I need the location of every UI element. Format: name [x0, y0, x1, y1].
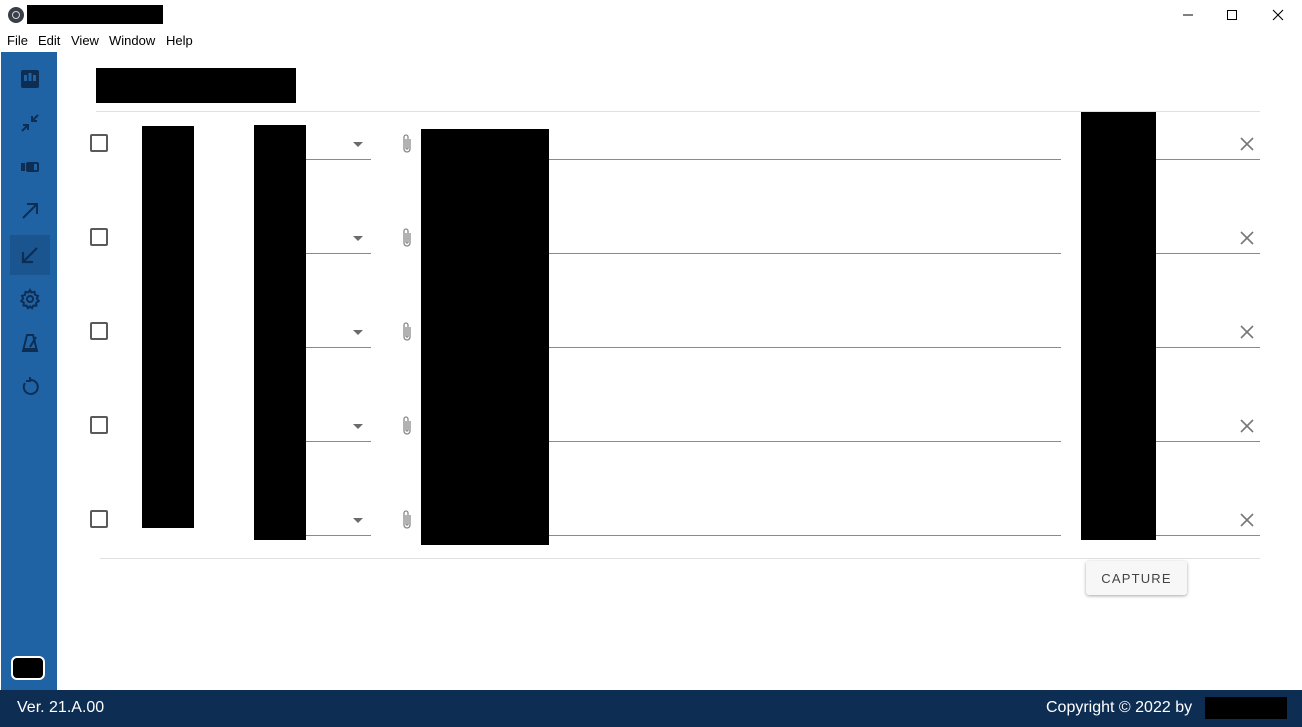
row-right-underline[interactable] — [1156, 253, 1260, 254]
remove-row-icon[interactable] — [1238, 417, 1256, 435]
title-bar — [0, 0, 1302, 30]
maximize-icon — [1227, 10, 1237, 20]
collapse-icon — [21, 114, 39, 132]
row-right-underline[interactable] — [1156, 441, 1260, 442]
maximize-button[interactable] — [1209, 0, 1255, 30]
sidebar-item-metronome[interactable] — [10, 323, 50, 363]
paperclip-icon[interactable] — [398, 415, 416, 437]
dropdown-caret-icon[interactable] — [353, 330, 363, 335]
row-checkbox[interactable] — [90, 510, 108, 528]
row-right-underline[interactable] — [1156, 535, 1260, 536]
row-text-underline[interactable] — [549, 159, 1061, 160]
menu-edit[interactable]: Edit — [38, 33, 61, 48]
menu-bar — [0, 30, 1302, 52]
arrow-down-left-icon — [21, 247, 38, 264]
row-select-underline[interactable] — [306, 441, 371, 442]
paperclip-icon[interactable] — [398, 133, 416, 155]
top-divider — [96, 111, 1260, 112]
row-checkbox[interactable] — [90, 228, 108, 246]
redacted-page-title — [96, 68, 296, 103]
menu-file[interactable]: File — [7, 33, 28, 48]
minimize-button[interactable] — [1165, 0, 1211, 30]
menu-view[interactable]: View — [71, 33, 99, 48]
row-select-underline[interactable] — [306, 347, 371, 348]
minimize-icon — [1183, 14, 1193, 16]
remove-row-icon[interactable] — [1238, 135, 1256, 153]
arrow-up-right-icon — [22, 203, 38, 219]
redacted-company-name — [1205, 697, 1287, 719]
remove-row-icon[interactable] — [1238, 229, 1256, 247]
redacted-column-c — [421, 129, 549, 545]
redacted-column-d — [1081, 112, 1156, 540]
dashboard-icon — [21, 70, 39, 88]
remove-row-icon[interactable] — [1238, 511, 1256, 529]
metronome-icon — [21, 334, 39, 352]
close-window-button[interactable] — [1255, 0, 1301, 30]
row-checkbox[interactable] — [90, 416, 108, 434]
row-right-underline[interactable] — [1156, 347, 1260, 348]
redacted-column-b — [254, 125, 306, 540]
paperclip-icon[interactable] — [398, 321, 416, 343]
dropdown-caret-icon[interactable] — [353, 518, 363, 523]
row-checkbox[interactable] — [90, 322, 108, 340]
dropdown-caret-icon[interactable] — [353, 142, 363, 147]
copyright-label: Copyright © 2022 by — [1046, 699, 1193, 716]
sidebar-item-dashboard[interactable] — [10, 59, 50, 99]
bottom-divider — [100, 558, 1260, 559]
sidebar-account-badge[interactable] — [11, 656, 45, 680]
row-text-underline[interactable] — [549, 441, 1061, 442]
row-text-underline[interactable] — [549, 347, 1061, 348]
status-bar — [0, 690, 1302, 727]
menu-help[interactable]: Help — [166, 33, 193, 48]
app-icon — [8, 7, 24, 23]
sidebar — [1, 52, 57, 690]
row-text-underline[interactable] — [549, 535, 1061, 536]
paperclip-icon[interactable] — [398, 227, 416, 249]
row-select-underline[interactable] — [306, 253, 371, 254]
menu-window[interactable]: Window — [109, 33, 156, 48]
capture-button[interactable]: CAPTURE — [1086, 561, 1187, 595]
sidebar-item-send[interactable] — [10, 191, 50, 231]
row-checkbox[interactable] — [90, 134, 108, 152]
row-right-underline[interactable] — [1156, 159, 1260, 160]
sidebar-item-restore[interactable] — [10, 367, 50, 407]
device-icon — [21, 162, 39, 172]
remove-row-icon[interactable] — [1238, 323, 1256, 341]
close-icon — [1272, 9, 1284, 21]
settings-icon — [19, 288, 41, 310]
row-text-underline[interactable] — [549, 253, 1061, 254]
sidebar-item-collapse[interactable] — [10, 103, 50, 143]
version-label: Ver. 21.A.00 — [17, 699, 105, 716]
dropdown-caret-icon[interactable] — [353, 236, 363, 241]
redacted-column-a — [142, 126, 194, 528]
paperclip-icon[interactable] — [398, 509, 416, 531]
sidebar-item-device[interactable] — [10, 147, 50, 187]
restore-icon — [22, 377, 39, 395]
dropdown-caret-icon[interactable] — [353, 424, 363, 429]
sidebar-item-receive[interactable] — [10, 235, 50, 275]
row-select-underline[interactable] — [306, 535, 371, 536]
redacted-window-title — [27, 5, 163, 24]
row-select-underline[interactable] — [306, 159, 371, 160]
sidebar-item-settings[interactable] — [10, 279, 50, 319]
